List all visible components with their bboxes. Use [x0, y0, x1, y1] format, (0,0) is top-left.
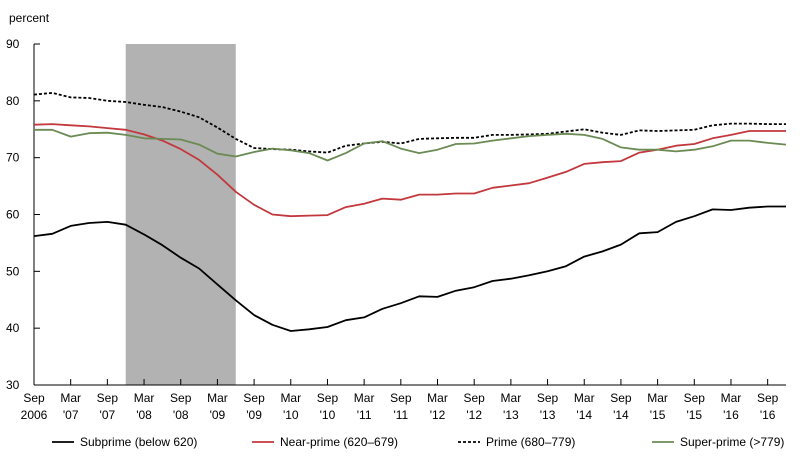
x-tick-label-year: '09	[246, 408, 262, 422]
x-tick-label-year: '11	[393, 408, 408, 422]
x-tick-label-month: Mar	[354, 391, 375, 405]
x-tick-label-year: '13	[540, 408, 556, 422]
x-tick-label-month: Mar	[134, 391, 155, 405]
x-tick-label-month: Sep	[97, 391, 119, 405]
x-tick-label-month: Sep	[170, 391, 192, 405]
x-tick-label-year: '16	[760, 408, 776, 422]
x-tick-label-month: Sep	[243, 391, 265, 405]
x-tick-label-year: '14	[576, 408, 592, 422]
x-tick-label-year: '15	[686, 408, 702, 422]
x-tick-label-year: '16	[723, 408, 739, 422]
x-tick-label-year: '12	[466, 408, 482, 422]
x-tick-label-month: Mar	[427, 391, 448, 405]
x-tick-label-month: Sep	[23, 391, 45, 405]
x-tick-label-month: Mar	[207, 391, 228, 405]
x-tick-label-month: Sep	[684, 391, 706, 405]
x-tick-label-year: '14	[613, 408, 629, 422]
y-tick-label: 60	[6, 208, 20, 222]
x-tick-label-year: '10	[320, 408, 336, 422]
x-tick-label-year: '13	[503, 408, 519, 422]
y-axis-unit-label: percent	[9, 11, 50, 25]
y-tick-label: 30	[6, 378, 20, 392]
x-tick-label-year: '12	[430, 408, 446, 422]
x-tick-label-year: '11	[357, 408, 372, 422]
series-line-3	[33, 92, 786, 154]
series-line-1	[33, 205, 786, 332]
x-tick-label-year: '07	[100, 408, 116, 422]
y-tick-label: 50	[6, 264, 20, 278]
legend-label-2: Near-prime (620–679)	[280, 435, 398, 449]
x-tick-label-year: '08	[136, 408, 152, 422]
x-tick-label-year: 2006	[21, 408, 48, 422]
series-line-4	[34, 128, 787, 162]
x-tick-label-year: '15	[650, 408, 666, 422]
x-tick-label-month: Sep	[464, 391, 486, 405]
legend-label-4: Super-prime (>779)	[680, 435, 784, 449]
x-tick-label-month: Mar	[721, 391, 742, 405]
y-tick-label: 90	[6, 37, 20, 51]
legend-label-3: Prime (680–779)	[486, 435, 575, 449]
x-tick-label-month: Sep	[317, 391, 339, 405]
x-tick-label-year: '10	[283, 408, 299, 422]
y-tick-label: 40	[6, 321, 20, 335]
legend-label-1: Subprime (below 620)	[80, 435, 197, 449]
x-tick-label-year: '09	[210, 408, 226, 422]
x-tick-label-month: Mar	[501, 391, 522, 405]
x-tick-label-month: Mar	[574, 391, 595, 405]
recession-shading	[125, 44, 236, 385]
y-tick-label: 80	[6, 94, 20, 108]
x-tick-label-month: Mar	[60, 391, 81, 405]
x-tick-label-year: '07	[63, 408, 79, 422]
x-tick-label-year: '08	[173, 408, 189, 422]
x-tick-label-month: Sep	[390, 391, 412, 405]
x-tick-label-month: Mar	[280, 391, 301, 405]
x-tick-label-month: Sep	[757, 391, 779, 405]
y-tick-label: 70	[6, 151, 20, 165]
x-tick-label-month: Mar	[647, 391, 668, 405]
x-tick-label-month: Sep	[537, 391, 559, 405]
x-tick-label-month: Sep	[610, 391, 632, 405]
